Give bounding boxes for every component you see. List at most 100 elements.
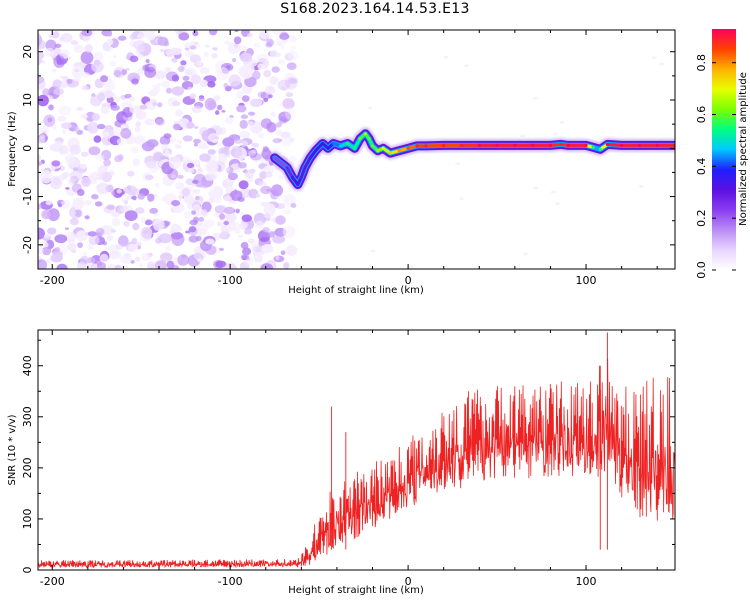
ridge-core bbox=[303, 156, 312, 170]
noise-blob bbox=[91, 60, 104, 73]
noise-blob bbox=[201, 209, 208, 216]
snr-y-tick-label: 0 bbox=[21, 567, 34, 574]
noise-blob bbox=[57, 203, 63, 208]
noise-blob bbox=[242, 247, 252, 256]
noise-blob bbox=[174, 144, 182, 149]
noise-blob bbox=[109, 61, 116, 67]
noise-blob bbox=[233, 138, 243, 144]
noise-blob bbox=[40, 170, 53, 184]
noise-blob bbox=[241, 221, 249, 229]
noise-blob bbox=[281, 86, 286, 91]
noise-blob bbox=[239, 52, 253, 63]
noise-blob bbox=[148, 89, 159, 97]
noise-blob bbox=[81, 30, 93, 37]
noise-blob bbox=[154, 260, 167, 269]
noise-blob bbox=[81, 176, 91, 187]
noise-blob bbox=[239, 65, 253, 79]
noise-blob bbox=[138, 53, 143, 58]
noise-blob bbox=[134, 256, 141, 262]
ridge-point bbox=[363, 132, 367, 136]
noise-blob bbox=[177, 194, 183, 200]
noise-blob bbox=[190, 74, 201, 85]
ridge-core bbox=[273, 156, 289, 170]
ridge-point bbox=[559, 142, 563, 147]
noise-blob bbox=[215, 260, 227, 268]
noise-blob bbox=[191, 210, 197, 215]
colorbar-tick-label: 0.8 bbox=[695, 54, 708, 72]
noise-blob bbox=[251, 240, 258, 247]
colorbar-tick-label: 0.0 bbox=[695, 261, 708, 279]
noise-blob bbox=[280, 250, 286, 256]
noise-blob bbox=[98, 164, 108, 174]
spectrogram-x-tick-label: 100 bbox=[576, 274, 597, 287]
noise-blob bbox=[70, 40, 79, 46]
noise-blob bbox=[64, 227, 69, 230]
noise-blob bbox=[219, 213, 226, 220]
noise-blob bbox=[38, 154, 42, 162]
noise-blob bbox=[270, 49, 278, 58]
noise-blob bbox=[140, 226, 153, 239]
noise-blob bbox=[69, 144, 81, 155]
noise-blob bbox=[130, 147, 139, 154]
ridge-point bbox=[370, 144, 375, 148]
noise-speck bbox=[638, 184, 644, 188]
noise-blob bbox=[61, 33, 73, 43]
noise-blob bbox=[221, 110, 226, 113]
noise-blob bbox=[199, 67, 210, 75]
noise-blob bbox=[193, 188, 201, 195]
noise-blob bbox=[177, 254, 189, 266]
noise-blob bbox=[282, 225, 296, 238]
noise-blob bbox=[214, 205, 227, 214]
noise-speck bbox=[367, 106, 373, 110]
noise-blob bbox=[244, 229, 253, 235]
noise-blob bbox=[135, 110, 147, 120]
noise-blob bbox=[38, 39, 46, 50]
noise-blob bbox=[113, 69, 122, 78]
noise-blob bbox=[60, 199, 71, 209]
snr-y-tick-label: 400 bbox=[21, 355, 34, 376]
spectrogram-x-tick-label: -100 bbox=[218, 274, 243, 287]
noise-blob bbox=[65, 153, 76, 164]
snr-x-tick-label: 0 bbox=[405, 575, 412, 588]
noise-blob bbox=[235, 208, 240, 214]
noise-blob bbox=[212, 138, 219, 144]
noise-blob bbox=[285, 77, 298, 90]
noise-blob bbox=[265, 42, 273, 48]
spectrogram-y-tick-label: -20 bbox=[21, 236, 34, 254]
noise-blob bbox=[239, 119, 248, 129]
noise-blob bbox=[168, 157, 182, 169]
noise-blob bbox=[259, 171, 267, 180]
ridge-point bbox=[358, 137, 362, 141]
noise-blob bbox=[54, 234, 68, 244]
ridge-point bbox=[548, 143, 553, 147]
noise-blob bbox=[38, 76, 45, 84]
noise-blob bbox=[223, 205, 235, 215]
noise-speck bbox=[370, 249, 376, 253]
noise-blob bbox=[155, 182, 160, 187]
noise-blob bbox=[263, 97, 269, 103]
noise-blob bbox=[121, 199, 126, 203]
noise-blob bbox=[141, 253, 152, 261]
noise-blob bbox=[191, 183, 197, 187]
noise-blob bbox=[140, 216, 147, 224]
snr-y-tick-label: 100 bbox=[21, 508, 34, 529]
noise-blob bbox=[103, 79, 116, 92]
noise-blob bbox=[196, 142, 208, 150]
noise-blob bbox=[155, 237, 162, 244]
noise-blob bbox=[196, 60, 203, 66]
noise-blob bbox=[285, 92, 294, 98]
noise-blob bbox=[223, 82, 229, 88]
noise-blob bbox=[216, 67, 230, 81]
ridge-core bbox=[285, 166, 294, 179]
noise-blob bbox=[155, 118, 165, 126]
noise-blob bbox=[129, 33, 137, 40]
noise-blob bbox=[215, 110, 220, 115]
noise-blob bbox=[106, 38, 114, 46]
noise-blob bbox=[171, 74, 180, 82]
noise-blob bbox=[157, 102, 163, 108]
noise-blob bbox=[43, 234, 51, 239]
spectrogram-noise-blobs bbox=[38, 30, 665, 269]
noise-blob bbox=[232, 57, 237, 63]
noise-blob bbox=[38, 203, 42, 211]
